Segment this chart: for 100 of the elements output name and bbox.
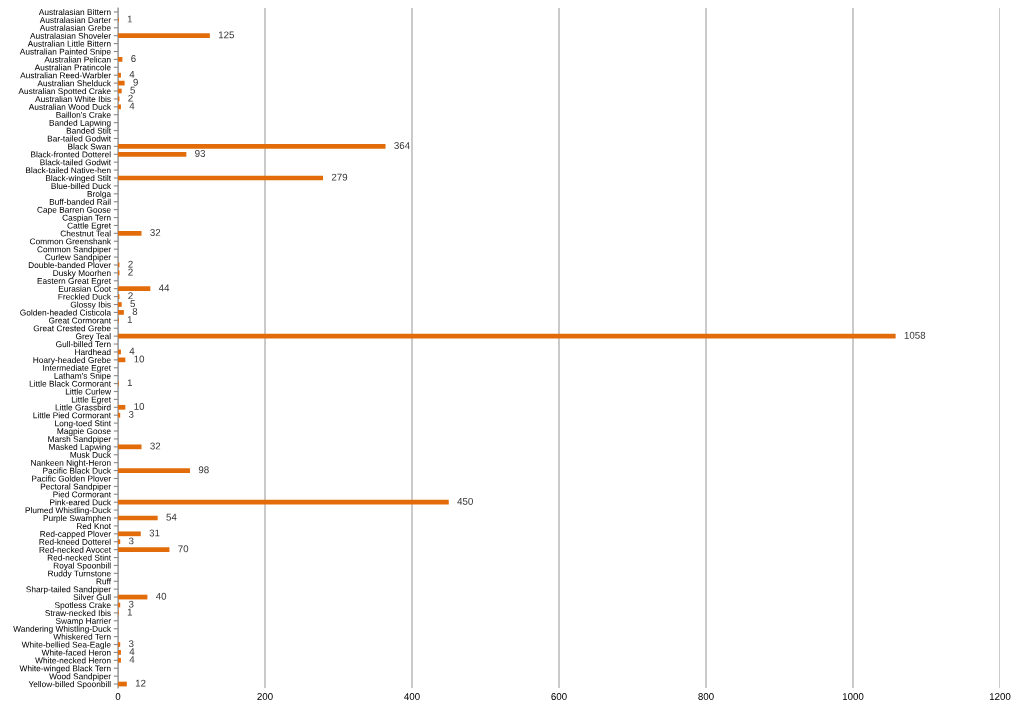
bar xyxy=(118,547,170,552)
data-label: 12 xyxy=(135,679,146,687)
y-tick-label: Australian Pelican xyxy=(44,56,111,63)
y-tick-label: Whiskered Tern xyxy=(53,633,111,640)
bar xyxy=(118,444,142,450)
y-tick-label: Yellow-billed Spoonbill xyxy=(28,681,111,689)
x-tick-label: 400 xyxy=(404,693,420,700)
y-tick-label: Little Pied Cormorant xyxy=(33,412,111,419)
bar xyxy=(118,468,191,473)
y-tick-label: Freckled Duck xyxy=(58,293,112,300)
y-tick-label: Australian Reed-Warbler xyxy=(20,72,111,79)
data-label: 1 xyxy=(127,15,132,23)
bar xyxy=(118,302,122,307)
y-tick-label: Australian Little Bittern xyxy=(27,40,111,47)
y-tick-label: Double-banded Plover xyxy=(28,261,111,269)
y-tick-label: Straw-necked Ibis xyxy=(45,609,111,616)
y-tick-label: Great Cormorant xyxy=(48,317,111,324)
y-tick-label: White-winged Black Tern xyxy=(19,665,111,673)
bar xyxy=(118,404,126,410)
y-tick-label: Dusky Moorhen xyxy=(53,269,111,278)
y-tick-label: Australian Painted Snipe xyxy=(19,48,111,57)
bar xyxy=(118,144,386,149)
y-tick-label: Red-capped Plover xyxy=(40,530,111,539)
y-tick-label: Spotless Crake xyxy=(54,601,111,610)
data-label: 93 xyxy=(195,150,206,157)
y-tick-label: Australian Spotted Crake xyxy=(18,88,111,96)
bar xyxy=(118,499,449,505)
y-tick-label: Golden-headed Cisticola xyxy=(20,309,112,316)
y-tick-label: Australian Pratincole xyxy=(34,64,111,71)
y-tick-label: Pacific Black Duck xyxy=(43,467,112,474)
y-tick-label: Common Sandpiper xyxy=(37,246,111,254)
data-label: 4 xyxy=(129,347,135,355)
y-tick-label: Grey Teal xyxy=(75,333,111,341)
data-label: 4 xyxy=(129,71,135,78)
data-label: 2 xyxy=(128,260,133,268)
y-tick-label: Little Curlew xyxy=(65,388,112,395)
data-label: 6 xyxy=(131,55,136,63)
y-tick-label: White-faced Heron xyxy=(41,649,111,656)
y-tick-label: Intermediate Egret xyxy=(43,364,111,373)
data-label: 2 xyxy=(128,292,133,300)
data-label: 1 xyxy=(127,379,132,387)
y-tick-label: Musk Duck xyxy=(70,451,112,458)
y-tick-label: Pink-eared Duck xyxy=(50,499,112,506)
y-tick-label: Australasian Grebe xyxy=(39,24,111,31)
y-tick-label: Black Swan xyxy=(68,143,111,150)
y-tick-label: Australasian Shoveler xyxy=(30,32,111,39)
y-tick-label: Black-winged Stilt xyxy=(45,174,111,183)
y-tick-label: Marsh Sandpiper xyxy=(48,435,111,444)
data-label: 40 xyxy=(155,592,167,600)
data-label: 70 xyxy=(178,545,189,553)
y-tick-label: Banded Lapwing xyxy=(49,119,111,128)
x-tick-label: 1200 xyxy=(989,693,1011,700)
data-label: 1 xyxy=(127,316,132,323)
data-label: 3 xyxy=(128,600,134,608)
data-label: 31 xyxy=(149,529,160,537)
data-label: 10 xyxy=(134,403,145,410)
y-tick-label: Hoary-headed Grebe xyxy=(33,356,111,365)
y-tick-label: Black-tailed Native-hen xyxy=(26,167,111,174)
bar xyxy=(118,230,142,236)
data-label: 2 xyxy=(128,268,133,276)
y-tick-label: Curlew Sandpiper xyxy=(45,254,111,262)
y-tick-label: Glossy Ibis xyxy=(70,301,111,310)
bar xyxy=(118,539,121,545)
data-label: 4 xyxy=(129,648,135,655)
data-label: 3 xyxy=(128,410,134,418)
bar xyxy=(118,151,187,157)
bar xyxy=(118,72,121,78)
y-tick-label: Red-kneed Dotterel xyxy=(39,538,111,545)
data-label: 3 xyxy=(128,640,134,648)
y-tick-label: Brolga xyxy=(87,190,112,199)
data-label: 98 xyxy=(198,466,209,474)
bar xyxy=(118,357,126,363)
bar xyxy=(118,33,210,39)
y-tick-label: Cattle Egret xyxy=(67,222,111,231)
y-tick-label: Australian Shelduck xyxy=(37,80,112,87)
y-tick-label: Swamp Harrier xyxy=(55,617,111,626)
y-tick-label: Latham's Snipe xyxy=(54,372,111,381)
bar xyxy=(118,57,123,62)
y-tick-label: Ruddy Turnstone xyxy=(48,570,111,579)
data-label: 450 xyxy=(457,497,473,505)
y-tick-label: Chestnut Teal xyxy=(60,230,111,237)
y-tick-label: Australian Wood Duck xyxy=(28,103,112,110)
x-tick-label: 0 xyxy=(115,693,121,700)
bar xyxy=(118,657,121,663)
y-tick-label: Pacific Golden Plover xyxy=(32,475,111,482)
y-tick-label: Buff-banded Rail xyxy=(49,198,111,205)
y-tick-label: White-bellied Sea-Eagle xyxy=(21,641,111,650)
y-tick-label: Common Greenshank xyxy=(29,238,112,245)
y-tick-label: Banded Stilt xyxy=(66,127,111,134)
data-label: 2 xyxy=(128,94,133,102)
y-tick-label: Black-tailed Godwit xyxy=(40,159,111,166)
y-tick-label: Red-necked Avocet xyxy=(39,546,111,553)
data-label: 4 xyxy=(129,102,135,110)
data-label: 1058 xyxy=(904,331,926,339)
y-tick-label: Red Knot xyxy=(77,522,111,530)
y-tick-label: Wood Sandpiper xyxy=(49,673,111,681)
data-label: 5 xyxy=(130,300,136,308)
y-tick-label: Silver Gull xyxy=(73,594,111,601)
data-label: 279 xyxy=(331,173,348,181)
bar xyxy=(118,412,121,418)
